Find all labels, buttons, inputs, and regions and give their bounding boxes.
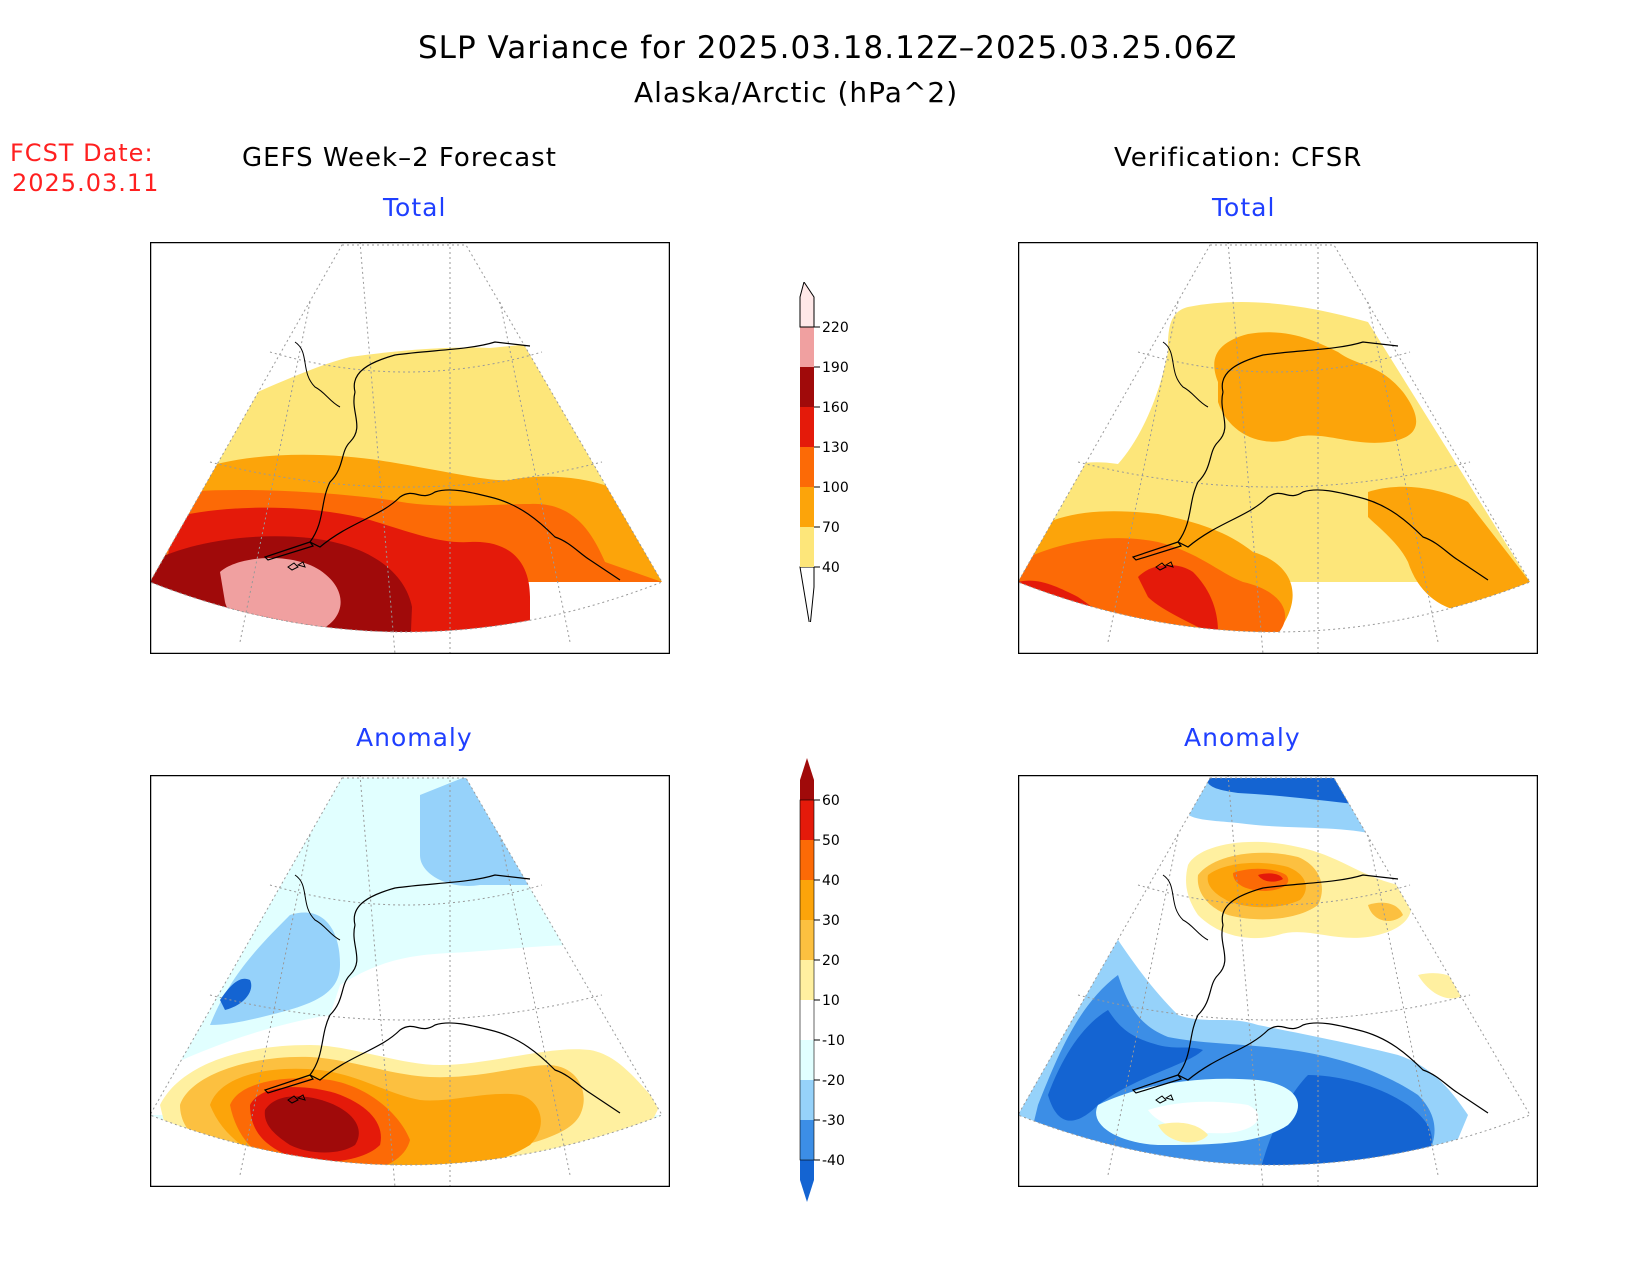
colorbar-tick-label: 160: [822, 400, 849, 416]
colorbar-tick-label: 130: [822, 440, 849, 456]
colorbar-band: [800, 800, 814, 840]
colorbar-bottom-cap: [799, 566, 815, 622]
colorbar-tick-label: 30: [822, 913, 840, 929]
verification-anomaly-title: Anomaly: [1184, 723, 1301, 752]
verification-column-title: Verification: CFSR: [1114, 143, 1363, 173]
colorbar-band: [800, 527, 814, 567]
forecast-column-title: GEFS Week–2 Forecast: [242, 143, 557, 173]
colorbar-band: [800, 1040, 814, 1080]
colorbar-bottom-cap: [800, 1160, 814, 1202]
colorbar-tick-label: 190: [822, 360, 849, 376]
forecast-anomaly-title: Anomaly: [356, 723, 473, 752]
colorbar-tick-label: 220: [822, 320, 849, 336]
colorbar-top-cap: [800, 758, 814, 800]
colorbar-top-cap: [799, 282, 815, 328]
colorbar-band: [800, 367, 814, 407]
colorbar-tick-label: 10: [822, 993, 840, 1009]
colorbar-band: [800, 880, 814, 920]
anomaly-colorbar: -40 -30 -20 -10 10 20 30 40 50 60: [799, 758, 845, 1202]
colorbar-band: [800, 1000, 814, 1040]
colorbar-tick-label: 100: [822, 480, 849, 496]
forecast-total-map: [150, 242, 670, 654]
fcst-date-value: 2025.03.11: [12, 169, 160, 197]
main-title: SLP Variance for 2025.03.18.12Z–2025.03.…: [418, 30, 1238, 66]
colorbar-tick-label: 70: [822, 520, 840, 536]
colorbar-band: [800, 960, 814, 1000]
subtitle: Alaska/Arctic (hPa^2): [634, 76, 959, 109]
colorbar-band: [800, 920, 814, 960]
colorbar-tick-label: -20: [822, 1073, 845, 1089]
colorbar-band: [800, 447, 814, 487]
verification-total-map: [1018, 242, 1538, 654]
colorbar-tick-label: -30: [822, 1113, 845, 1129]
colorbar-tick-label: 60: [822, 793, 840, 809]
total-colorbar: 40 70 100 130 160 190 220: [799, 282, 849, 622]
verification-total-title: Total: [1212, 193, 1276, 222]
colorbar-tick-label: -40: [822, 1153, 845, 1169]
forecast-total-title: Total: [383, 193, 447, 222]
colorbar-tick-label: -10: [822, 1033, 845, 1049]
colorbar-tick-label: 20: [822, 953, 840, 969]
colorbar-tick-label: 40: [822, 873, 840, 889]
colorbar-outline: [799, 799, 815, 1161]
fcst-date-label: FCST Date:: [10, 139, 154, 167]
colorbar-tick-label: 50: [822, 833, 840, 849]
forecast-anomaly-map: [150, 775, 670, 1187]
colorbar-tick-label: 40: [822, 560, 840, 576]
colorbar-band: [800, 840, 814, 880]
colorbar-band: [800, 327, 814, 367]
colorbar-band: [800, 1120, 814, 1160]
verification-anomaly-map: [1018, 775, 1538, 1187]
colorbar-band: [800, 1080, 814, 1120]
colorbar-band: [800, 407, 814, 447]
colorbar-band: [800, 487, 814, 527]
